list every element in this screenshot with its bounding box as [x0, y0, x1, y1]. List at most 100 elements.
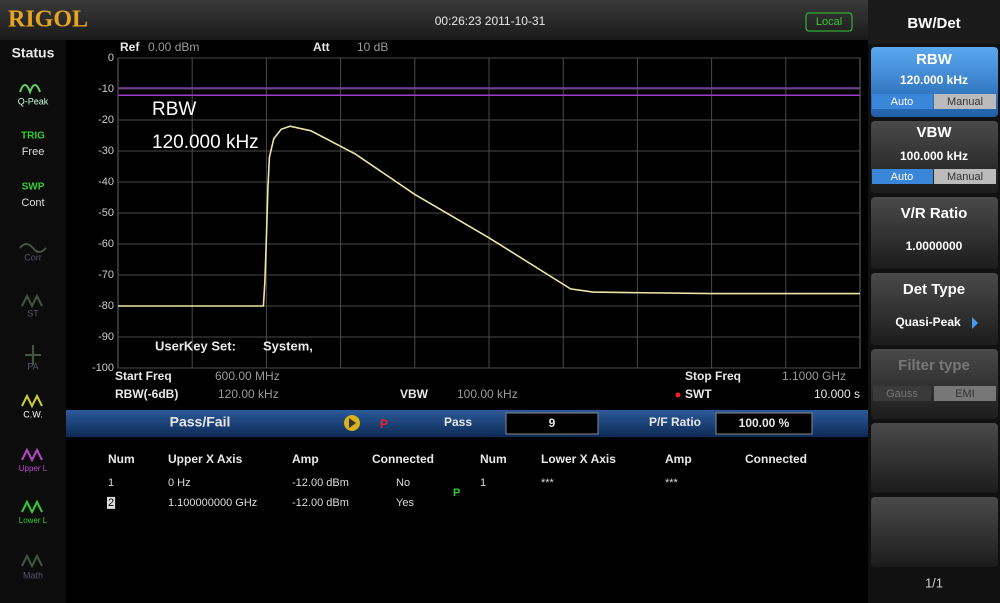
y-tick-label: -50 — [98, 207, 114, 219]
icon — [21, 499, 43, 515]
y-tick-label: -60 — [98, 238, 114, 250]
icon — [21, 393, 43, 409]
ratio-label: P/F Ratio — [649, 415, 701, 429]
table-cell: 0 Hz — [168, 477, 191, 489]
ratio-box — [715, 412, 813, 435]
table-header: Lower X Axis — [541, 452, 616, 466]
table-header: Num — [480, 452, 507, 466]
run-icon — [349, 418, 356, 428]
manual-option[interactable] — [934, 169, 996, 184]
table-header: Num — [108, 452, 135, 466]
status-item: C.W. — [23, 409, 43, 419]
icon — [21, 447, 43, 463]
table-header: Amp — [292, 452, 319, 466]
menu-button[interactable] — [871, 197, 998, 269]
status-item: PA — [27, 361, 38, 371]
table-cell: 1 — [480, 477, 486, 489]
table-header: Connected — [372, 452, 434, 466]
menu-vbw-auto: Auto — [891, 171, 914, 183]
menu-det-value: Quasi-Peak — [895, 315, 961, 329]
menu-rbw-title: RBW — [916, 51, 953, 68]
att-value: 10 dB — [357, 40, 388, 54]
row-selector — [107, 496, 116, 509]
menu-vbw-title: VBW — [917, 124, 953, 141]
y-tick-label: -40 — [98, 176, 114, 188]
status-item: Q-Peak — [18, 96, 49, 106]
ref-label: Ref — [120, 40, 140, 54]
rbw-label: RBW(-6dB) — [115, 387, 178, 401]
local-box — [805, 12, 853, 32]
icon — [19, 84, 41, 95]
menu-rbw-manual: Manual — [947, 96, 983, 108]
start-value: 600.00 MHz — [215, 369, 280, 383]
trace — [118, 125, 860, 307]
stop-label: Stop Freq — [685, 369, 741, 383]
y-tick-label: 0 — [108, 52, 114, 64]
menu-header — [868, 0, 1000, 44]
menu-det-title: Det Type — [903, 281, 965, 298]
table-cell: No — [396, 477, 410, 489]
pass-label: Pass — [444, 415, 472, 429]
icon — [25, 345, 41, 365]
menu-filter-gauss: Gauss — [886, 388, 918, 400]
menu-button[interactable] — [871, 273, 998, 345]
status-item: Free — [22, 146, 45, 158]
swt-value: 10.000 s — [814, 387, 860, 401]
table-cell: Yes — [396, 497, 414, 509]
top-bar — [0, 0, 868, 40]
emi-option — [934, 386, 996, 401]
swt-label: SWT — [685, 387, 712, 401]
menu-filter-emi: EMI — [955, 388, 975, 400]
result-flag: P — [453, 487, 460, 499]
menu-vbw-value: 100.000 kHz — [900, 149, 968, 163]
menu-rbw-auto: Auto — [891, 96, 914, 108]
table-cell: *** — [665, 477, 679, 489]
status-item: ST — [27, 308, 39, 318]
auto-option[interactable] — [872, 169, 933, 184]
table-header: Amp — [665, 452, 692, 466]
y-tick-label: -80 — [98, 300, 114, 312]
table-cell: 1 — [108, 477, 114, 489]
submenu-arrow — [972, 317, 978, 329]
icon — [21, 293, 43, 309]
overlay-rbw-label: RBW — [152, 99, 196, 120]
ratio-value: 100.00 % — [739, 416, 790, 430]
status-item: Corr — [24, 252, 42, 262]
menu-filter-title: Filter type — [898, 357, 970, 374]
y-tick-label: -90 — [98, 331, 114, 343]
remote-status: Local — [816, 16, 842, 28]
menu-vr-value: 1.0000000 — [906, 239, 963, 253]
logo: RIGOL — [8, 7, 88, 33]
ref-value: 0.00 dBm — [148, 40, 199, 54]
rbw-value: 120.00 kHz — [218, 387, 279, 401]
table-header: Upper X Axis — [168, 452, 243, 466]
overlay-rbw-value: 120.000 kHz — [152, 132, 259, 153]
y-tick-label: -20 — [98, 114, 114, 126]
y-tick-label: -70 — [98, 269, 114, 281]
table-header: Connected — [745, 452, 807, 466]
pass-count: 9 — [549, 416, 556, 430]
auto-option[interactable] — [872, 94, 933, 109]
plot-area: 0 -10 -20 -30 -40 -50 -60 -70 -80 -90 -100 — [92, 52, 861, 374]
table-cell: 2 — [108, 497, 114, 509]
swt-indicator — [675, 392, 681, 398]
status-title: Status — [12, 45, 55, 61]
table-cell: *** — [541, 477, 555, 489]
menu-page: 1/1 — [925, 575, 943, 590]
table-cell: -12.00 dBm — [292, 497, 349, 509]
table-cell: 1.100000000 GHz — [168, 497, 257, 509]
status-item: Cont — [21, 197, 44, 209]
manual-option[interactable] — [934, 94, 996, 109]
status-item: Lower L — [19, 516, 48, 525]
pass-count-box — [505, 412, 599, 435]
icon — [19, 243, 47, 253]
table-cell: -12.00 dBm — [292, 477, 349, 489]
start-label: Start Freq — [115, 369, 172, 383]
status-item: Math — [23, 570, 43, 580]
y-tick-label: -10 — [98, 83, 114, 95]
menu-vr-title: V/R Ratio — [901, 205, 968, 222]
menu-button — [871, 497, 998, 567]
gauss-option — [873, 386, 931, 401]
vbw-value: 100.00 kHz — [457, 387, 518, 401]
